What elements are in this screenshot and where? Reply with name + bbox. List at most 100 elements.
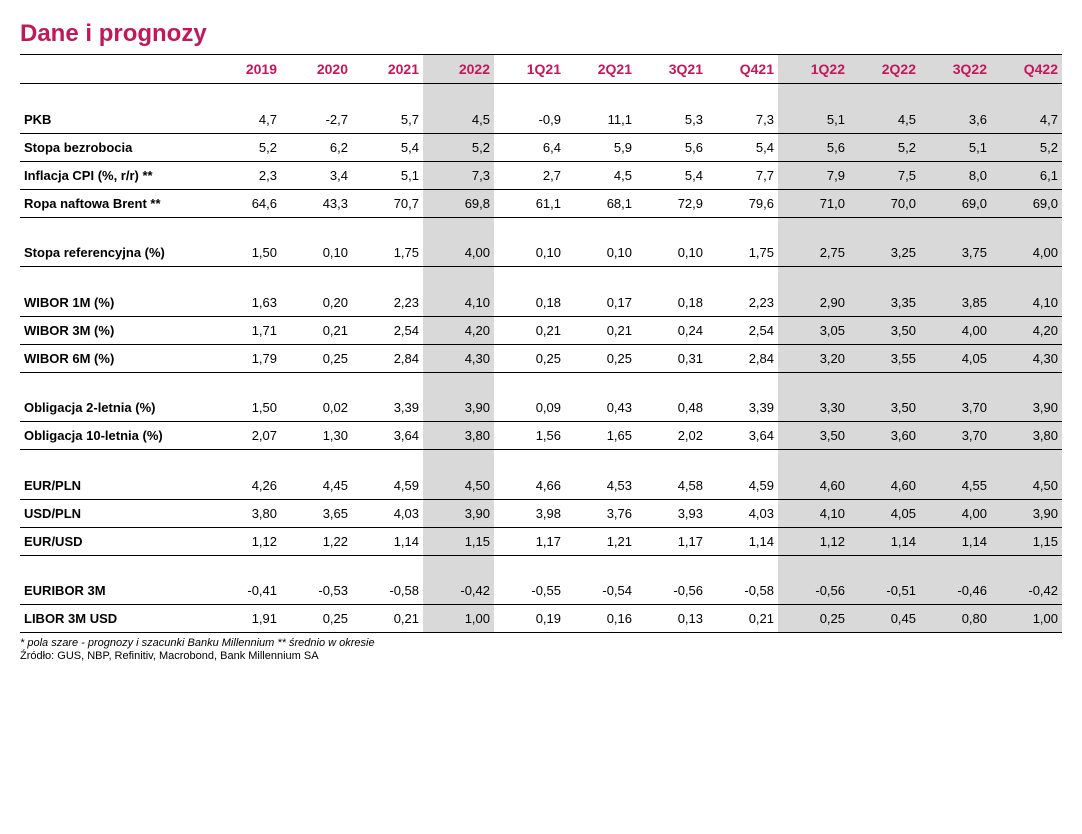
table-row: EURIBOR 3M-0,41-0,53-0,58-0,42-0,55-0,54… (20, 577, 1062, 605)
table-row: EUR/USD1,121,221,141,151,171,211,171,141… (20, 527, 1062, 555)
cell-value: 0,10 (565, 239, 636, 267)
cell-value: 1,56 (494, 422, 565, 450)
cell-value: -0,41 (210, 577, 281, 605)
cell-value: 3,75 (920, 239, 991, 267)
cell-value: 4,58 (636, 472, 707, 500)
table-row: LIBOR 3M USD1,910,250,211,000,190,160,13… (20, 605, 1062, 633)
cell-value: 0,10 (494, 239, 565, 267)
cell-value: 0,13 (636, 605, 707, 633)
cell-value: 1,71 (210, 316, 281, 344)
col-header: 2022 (423, 55, 494, 84)
cell-value: 4,00 (920, 499, 991, 527)
cell-value: 6,2 (281, 133, 352, 161)
table-row: Obligacja 2-letnia (%)1,500,023,393,900,… (20, 394, 1062, 422)
cell-value: 5,1 (920, 133, 991, 161)
cell-value: 5,6 (636, 133, 707, 161)
cell-value: -0,56 (636, 577, 707, 605)
row-label: Inflacja CPI (%, r/r) ** (20, 161, 210, 189)
cell-value: 43,3 (281, 189, 352, 217)
cell-value: -0,56 (778, 577, 849, 605)
cell-value: 4,59 (707, 472, 778, 500)
cell-value: 3,98 (494, 499, 565, 527)
cell-value: 61,1 (494, 189, 565, 217)
cell-value: 70,0 (849, 189, 920, 217)
cell-value: 3,76 (565, 499, 636, 527)
cell-value: 2,7 (494, 161, 565, 189)
cell-value: -0,51 (849, 577, 920, 605)
cell-value: 3,05 (778, 316, 849, 344)
cell-value: 1,15 (991, 527, 1062, 555)
cell-value: 64,6 (210, 189, 281, 217)
cell-value: 5,2 (849, 133, 920, 161)
row-label: WIBOR 1M (%) (20, 289, 210, 317)
table-row: Stopa bezrobocia5,26,25,45,26,45,95,65,4… (20, 133, 1062, 161)
forecast-table: 20192020202120221Q212Q213Q21Q4211Q222Q22… (20, 55, 1062, 633)
col-header: 3Q22 (920, 55, 991, 84)
cell-value: 6,1 (991, 161, 1062, 189)
cell-value: 5,6 (778, 133, 849, 161)
row-label: WIBOR 3M (%) (20, 316, 210, 344)
cell-value: 4,5 (565, 161, 636, 189)
cell-value: 0,43 (565, 394, 636, 422)
cell-value: 5,7 (352, 106, 423, 134)
cell-value: 1,14 (707, 527, 778, 555)
cell-value: 4,45 (281, 472, 352, 500)
col-header: 2020 (281, 55, 352, 84)
cell-value: 4,50 (991, 472, 1062, 500)
row-label: USD/PLN (20, 499, 210, 527)
page-title: Dane i prognozy (20, 20, 1062, 55)
cell-value: 4,53 (565, 472, 636, 500)
cell-value: 4,10 (778, 499, 849, 527)
source-text: Źródło: GUS, NBP, Refinitiv, Macrobond, … (20, 650, 1062, 662)
cell-value: 70,7 (352, 189, 423, 217)
cell-value: 4,30 (423, 344, 494, 372)
col-header: 3Q21 (636, 55, 707, 84)
table-header-row: 20192020202120221Q212Q213Q21Q4211Q222Q22… (20, 55, 1062, 84)
cell-value: 3,6 (920, 106, 991, 134)
cell-value: 72,9 (636, 189, 707, 217)
cell-value: 3,70 (920, 422, 991, 450)
table-row: Inflacja CPI (%, r/r) **2,33,45,17,32,74… (20, 161, 1062, 189)
cell-value: 2,23 (707, 289, 778, 317)
cell-value: 8,0 (920, 161, 991, 189)
cell-value: 0,25 (565, 344, 636, 372)
cell-value: 1,63 (210, 289, 281, 317)
table-row: WIBOR 1M (%)1,630,202,234,100,180,170,18… (20, 289, 1062, 317)
cell-value: 2,84 (352, 344, 423, 372)
cell-value: 1,21 (565, 527, 636, 555)
cell-value: 0,31 (636, 344, 707, 372)
cell-value: 5,2 (423, 133, 494, 161)
cell-value: 1,14 (352, 527, 423, 555)
col-header: 1Q22 (778, 55, 849, 84)
col-header: 2Q22 (849, 55, 920, 84)
cell-value: 4,00 (991, 239, 1062, 267)
cell-value: 4,20 (991, 316, 1062, 344)
row-label: PKB (20, 106, 210, 134)
table-row: PKB4,7-2,75,74,5-0,911,15,37,35,14,53,64… (20, 106, 1062, 134)
cell-value: 2,07 (210, 422, 281, 450)
cell-value: 1,12 (778, 527, 849, 555)
cell-value: 5,1 (352, 161, 423, 189)
cell-value: 1,22 (281, 527, 352, 555)
cell-value: 5,1 (778, 106, 849, 134)
cell-value: 7,9 (778, 161, 849, 189)
cell-value: 2,54 (352, 316, 423, 344)
cell-value: 4,05 (920, 344, 991, 372)
cell-value: 3,55 (849, 344, 920, 372)
cell-value: 4,66 (494, 472, 565, 500)
row-label: EURIBOR 3M (20, 577, 210, 605)
cell-value: 0,48 (636, 394, 707, 422)
cell-value: 2,3 (210, 161, 281, 189)
cell-value: 1,17 (494, 527, 565, 555)
cell-value: 0,18 (636, 289, 707, 317)
cell-value: 4,5 (423, 106, 494, 134)
col-header: 2019 (210, 55, 281, 84)
cell-value: 4,00 (423, 239, 494, 267)
cell-value: 4,59 (352, 472, 423, 500)
cell-value: -0,55 (494, 577, 565, 605)
cell-value: 0,25 (494, 344, 565, 372)
cell-value: 2,54 (707, 316, 778, 344)
cell-value: 4,50 (423, 472, 494, 500)
col-header: Q421 (707, 55, 778, 84)
cell-value: 0,25 (281, 344, 352, 372)
